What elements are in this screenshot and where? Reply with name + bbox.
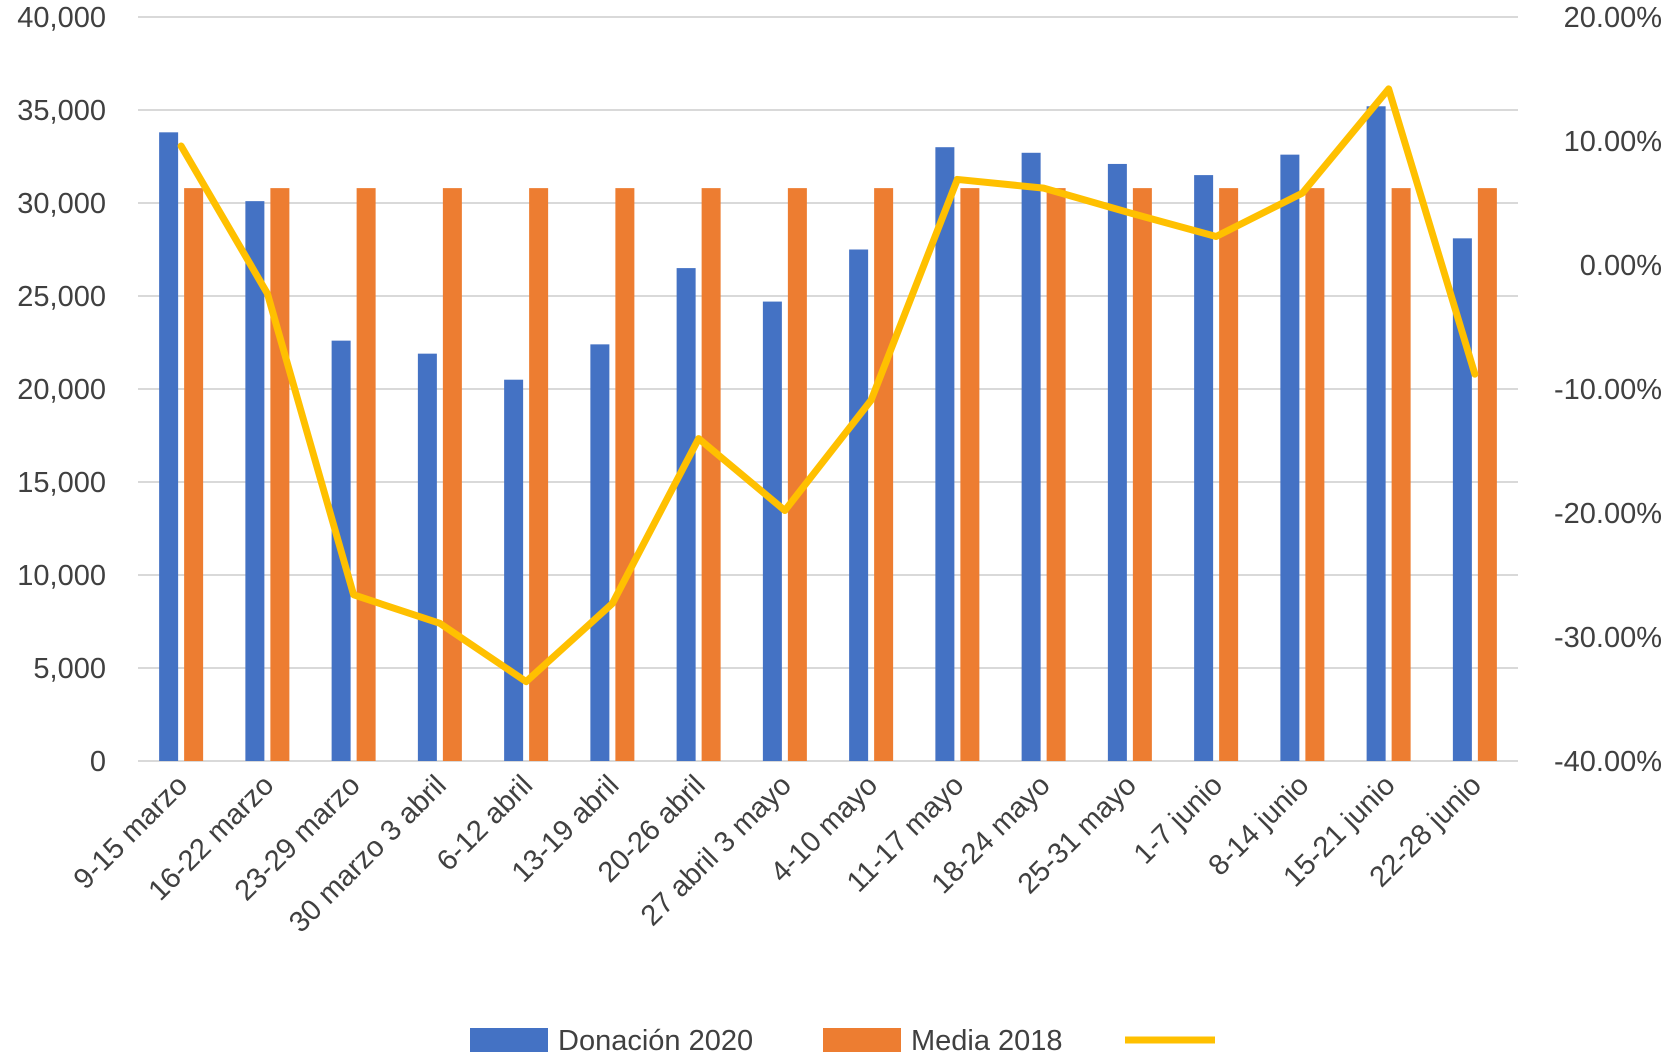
legend-label: Media 2018 [911, 1025, 1063, 1057]
right-tick-label: -20.00% [1554, 498, 1662, 530]
category-label: 27 abril 3 mayo [635, 769, 798, 932]
right-tick-label: -30.00% [1554, 622, 1662, 654]
bar-donacion-2020 [1194, 175, 1214, 762]
right-tick-label: 0.00% [1580, 250, 1662, 282]
bar-donacion-2020 [676, 268, 696, 761]
bar-donacion-2020 [849, 249, 869, 761]
bar-media-2018 [960, 188, 980, 761]
legend-label: Donación 2020 [558, 1025, 753, 1057]
bar-donacion-2020 [159, 132, 179, 761]
bar-media-2018 [442, 188, 462, 761]
bar-donacion-2020 [762, 301, 782, 761]
right-tick-label: 20.00% [1564, 2, 1662, 34]
line-series-path [177, 85, 1479, 686]
right-axis-tick-labels: -40.00% -30.00% -20.00% -10.00% 0.00% 10.00% 2… [1554, 2, 1662, 778]
bar-donacion-2020 [504, 379, 524, 761]
bar-media-2018 [184, 188, 204, 761]
bar-donacion-2020 [1280, 154, 1300, 761]
right-tick-label: 10.00% [1564, 126, 1662, 158]
bar-media-2018 [1219, 188, 1239, 761]
left-tick-label: 35,000 [17, 95, 106, 127]
bar-media-2018 [1046, 188, 1066, 761]
bar-donacion-2020 [245, 201, 265, 761]
bar-media-2018 [615, 188, 635, 761]
bar-donacion-2020 [935, 147, 955, 761]
right-tick-label: -10.00% [1554, 374, 1662, 406]
bar-donacion-2020 [1366, 106, 1386, 761]
bar-media-2018 [529, 188, 549, 761]
bar-media-2018 [356, 188, 376, 761]
bar-media-2018 [701, 188, 721, 761]
bar-media-2018 [1477, 188, 1497, 761]
left-tick-label: 0 [90, 746, 106, 778]
bar-media-2018 [270, 188, 290, 761]
left-tick-label: 20,000 [17, 374, 106, 406]
line-series [177, 85, 1479, 686]
category-label: 30 marzo 3 abril [283, 769, 453, 939]
left-tick-label: 25,000 [17, 281, 106, 313]
left-tick-label: 30,000 [17, 188, 106, 220]
legend: Donación 2020 Media 2018 [470, 1025, 1215, 1057]
legend-swatch [470, 1028, 548, 1052]
left-tick-label: 15,000 [17, 467, 106, 499]
legend-swatch [823, 1028, 901, 1052]
bar-donacion-2020 [1452, 238, 1472, 762]
right-tick-label: -40.00% [1554, 746, 1662, 778]
bar-media-2018 [874, 188, 894, 761]
bar-media-2018 [1305, 188, 1325, 761]
bar-media-2018 [787, 188, 807, 761]
left-tick-label: 10,000 [17, 560, 106, 592]
bar-donacion-2020 [1107, 163, 1127, 761]
bar-donacion-2020 [417, 353, 437, 761]
bar-media-2018 [1391, 188, 1411, 761]
bars [159, 106, 1497, 762]
left-tick-label: 5,000 [33, 653, 106, 685]
bar-donacion-2020 [590, 344, 610, 761]
left-tick-label: 40,000 [17, 2, 106, 34]
left-axis-tick-labels: 0 5,000 10,000 15,000 20,000 25,000 30,000 35,0… [17, 2, 106, 778]
bar-donacion-2020 [1021, 152, 1041, 761]
bar-media-2018 [1132, 188, 1152, 761]
